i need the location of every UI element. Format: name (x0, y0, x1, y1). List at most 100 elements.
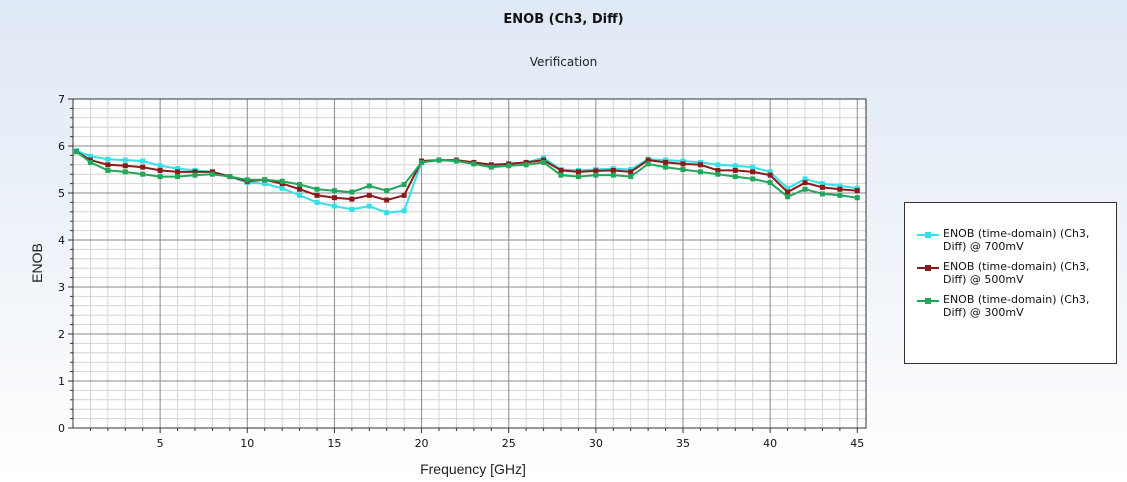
legend: ENOB (time-domain) (Ch3, Diff) @ 700mV EN… (904, 202, 1117, 364)
data-point (453, 158, 459, 164)
data-point (349, 189, 355, 195)
legend-swatch (917, 293, 939, 307)
data-point (854, 195, 860, 201)
data-point (645, 161, 651, 167)
data-point (122, 169, 128, 175)
data-point (837, 183, 843, 189)
major-grid (73, 99, 866, 428)
data-point (140, 158, 146, 164)
data-point (436, 157, 442, 163)
y-tick-label: 6 (58, 140, 65, 153)
data-point (819, 184, 825, 190)
data-point (488, 164, 494, 170)
data-point (715, 171, 721, 177)
x-tick-label: 10 (240, 437, 254, 450)
data-point (854, 188, 860, 194)
data-point (105, 162, 111, 168)
y-tick-label: 4 (58, 234, 65, 247)
data-point (593, 172, 599, 178)
data-point (680, 158, 686, 164)
minor-grid (73, 99, 866, 428)
data-point (401, 192, 407, 198)
data-point (331, 188, 337, 194)
data-point (628, 174, 634, 180)
data-point (297, 182, 303, 188)
data-point (244, 177, 250, 183)
data-point (366, 192, 372, 198)
data-point (331, 203, 337, 209)
x-tick-label: 40 (763, 437, 777, 450)
data-point (715, 162, 721, 168)
data-point (384, 197, 390, 203)
data-point (802, 186, 808, 192)
data-point (732, 167, 738, 173)
data-point (593, 168, 599, 174)
data-point (558, 167, 564, 173)
legend-item: ENOB (time-domain) (Ch3, Diff) @ 700mV (905, 227, 1116, 260)
data-point (366, 183, 372, 189)
x-axis-label: Frequency [GHz] (420, 461, 526, 477)
data-point (819, 191, 825, 197)
data-point (314, 186, 320, 192)
data-point (384, 188, 390, 194)
y-tick-label: 2 (58, 328, 65, 341)
data-point (192, 169, 198, 175)
legend-swatch (917, 260, 939, 274)
data-point (785, 185, 791, 191)
data-point (697, 162, 703, 168)
data-point (419, 159, 425, 165)
data-point (785, 189, 791, 195)
data-point (750, 169, 756, 175)
data-point (837, 186, 843, 192)
legend-label: ENOB (time-domain) (Ch3, Diff) @ 500mV (943, 260, 1090, 286)
data-point (697, 169, 703, 175)
data-point (175, 169, 181, 175)
y-axis-label: ENOB (29, 243, 45, 283)
data-point (732, 174, 738, 180)
data-point (157, 163, 163, 169)
x-tick-label: 25 (502, 437, 516, 450)
data-point (175, 166, 181, 172)
data-point (610, 167, 616, 173)
data-point (663, 164, 669, 170)
data-point (122, 157, 128, 163)
data-point (314, 192, 320, 198)
chart-title: ENOB (Ch3, Diff) (503, 12, 624, 27)
y-tick-label: 7 (58, 93, 65, 106)
data-point (401, 208, 407, 214)
data-point (837, 192, 843, 198)
plot-border (72, 98, 867, 429)
data-point (663, 159, 669, 165)
data-point (157, 174, 163, 180)
legend-swatch-marker (925, 265, 931, 271)
data-point (680, 167, 686, 172)
y-tick-label: 0 (58, 422, 65, 435)
legend-label: ENOB (time-domain) (Ch3, Diff) @ 700mV (943, 227, 1090, 253)
data-point (314, 199, 320, 205)
legend-swatch (917, 227, 939, 241)
data-point (366, 203, 372, 209)
data-point (819, 181, 825, 187)
data-point (192, 172, 198, 178)
series-line (75, 150, 858, 202)
y-tick-label: 5 (58, 187, 65, 200)
plot-area (72, 98, 867, 429)
data-point (680, 161, 686, 167)
data-point (506, 163, 512, 169)
data-point (140, 171, 146, 177)
data-point (645, 157, 651, 163)
series-line (75, 150, 858, 199)
data-point (279, 185, 285, 191)
data-point (732, 163, 738, 169)
x-tick-label: 45 (850, 437, 864, 450)
data-point (401, 182, 407, 188)
series-3 (73, 149, 860, 201)
data-point (105, 156, 111, 162)
data-point (471, 161, 477, 167)
data-point (73, 149, 79, 155)
data-point (715, 167, 721, 173)
x-tick-label: 20 (415, 437, 429, 450)
data-point (610, 172, 616, 178)
data-point (87, 153, 93, 159)
